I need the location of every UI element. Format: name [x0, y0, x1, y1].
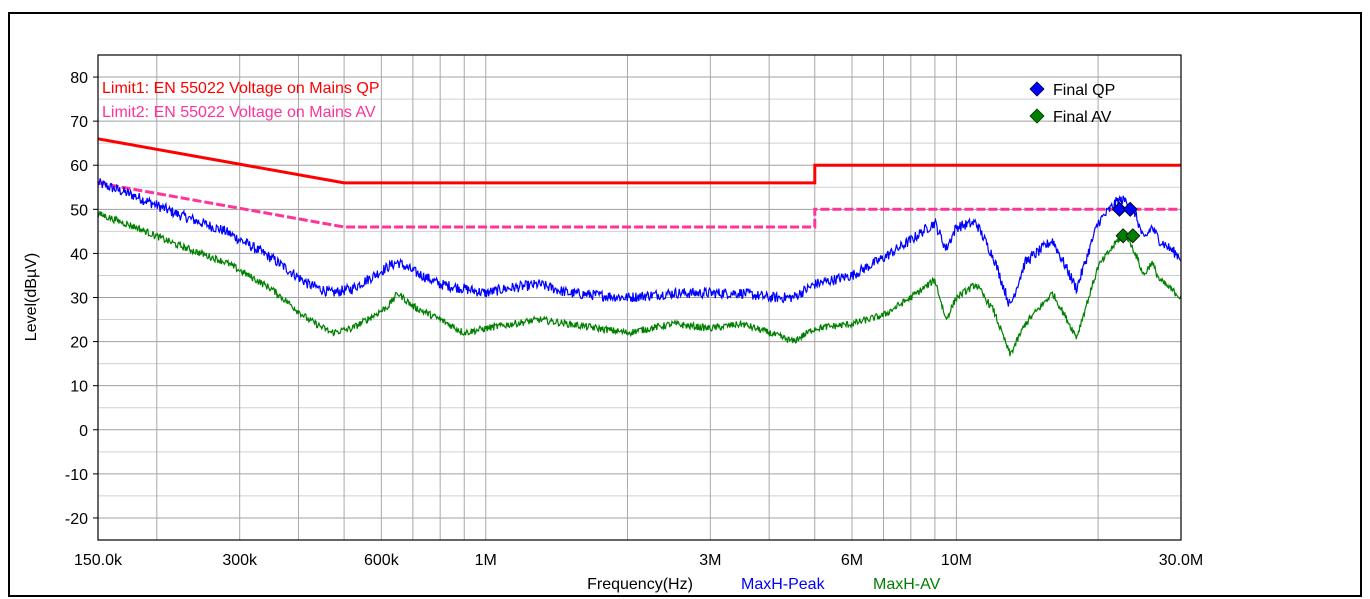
trace-label-av: MaxH-AV — [873, 576, 941, 593]
x-tick-label: 300k — [222, 552, 258, 569]
final-qp-marker — [1111, 201, 1128, 217]
legend-final-qp-marker — [1029, 81, 1045, 97]
final-qp-marker — [1122, 201, 1138, 217]
y-tick-label: 40 — [70, 246, 88, 263]
x-tick-label: 10M — [941, 552, 972, 569]
y-axis-label: Level(dBµV) — [23, 253, 40, 341]
y-tick-label: 30 — [70, 291, 88, 308]
trace-av — [97, 211, 1182, 357]
y-tick-label: 50 — [70, 202, 88, 219]
y-tick-label: -20 — [65, 511, 88, 528]
y-tick-label: -10 — [65, 467, 88, 484]
y-tick-label: 80 — [70, 70, 88, 87]
y-tick-label: 70 — [70, 114, 88, 131]
x-axis-label: Frequency(Hz) — [587, 576, 693, 593]
limit-lines — [97, 137, 1181, 229]
legend-final-av-label: Final AV — [1053, 109, 1112, 126]
limit2-label: Limit2: EN 55022 Voltage on Mains AV — [102, 104, 376, 121]
limit1-label: Limit1: EN 55022 Voltage on Mains QP — [102, 80, 380, 97]
x-tick-labels: 150.0k 300k 600k 1M 3M 6M 10M 30.0M — [74, 552, 1203, 569]
y-tick-labels: 80 70 60 50 40 30 20 10 0 -10 -20 — [65, 70, 98, 528]
x-tick-label: 1M — [475, 552, 497, 569]
final-av-marker — [1125, 228, 1141, 244]
legend-final-qp-label: Final QP — [1053, 82, 1115, 99]
legend-final-av-marker — [1029, 108, 1045, 124]
limit2-line — [97, 181, 1181, 229]
y-tick-label: 60 — [70, 158, 88, 175]
final-markers — [1111, 201, 1141, 244]
x-tick-label: 150.0k — [74, 552, 123, 569]
x-tick-label: 30.0M — [1159, 552, 1203, 569]
trace-peak — [97, 178, 1182, 307]
traces — [97, 178, 1182, 357]
limit1-line — [97, 137, 1181, 185]
legend: Final QP Final AV — [1029, 81, 1115, 126]
trace-label-peak: MaxH-Peak — [741, 576, 826, 593]
y-tick-label: 0 — [79, 423, 88, 440]
x-tick-label: 600k — [364, 552, 400, 569]
x-tick-label: 3M — [699, 552, 721, 569]
y-tick-label: 10 — [70, 379, 88, 396]
x-tick-label: 6M — [841, 552, 863, 569]
y-tick-label: 20 — [70, 335, 88, 352]
